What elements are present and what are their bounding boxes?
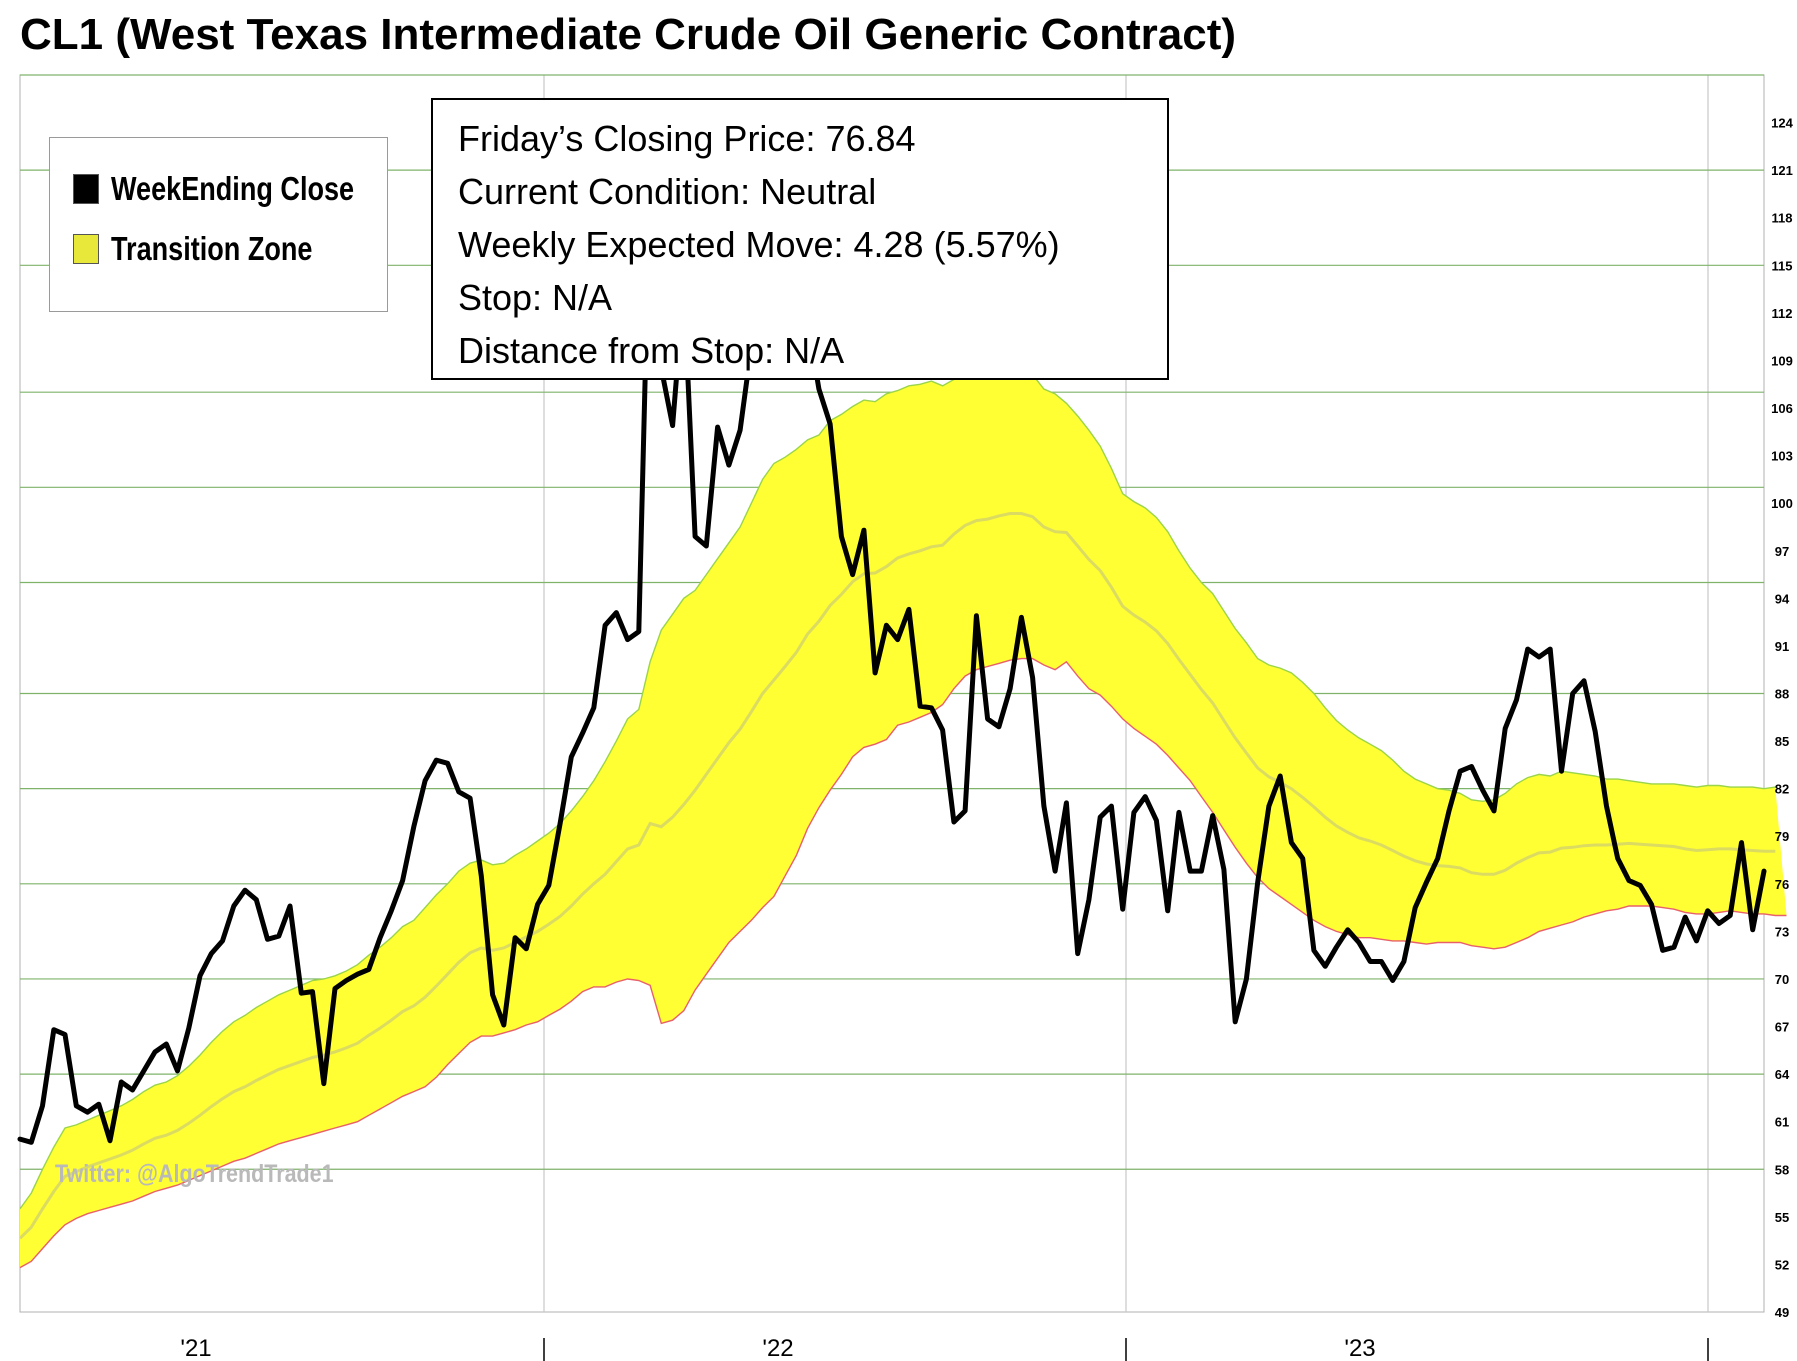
legend-label-close: WeekEnding Close [111, 170, 355, 207]
horizontal-gridlines [20, 74, 1764, 1170]
x-tick-label: '23 [1344, 1335, 1375, 1361]
zone-upper-edge [19, 366, 1776, 1210]
legend-label-zone: Transition Zone [111, 230, 313, 267]
watermark: Twitter: @AlgoTrendTrade1 [55, 1160, 334, 1188]
expected-move-text: Weekly Expected Move: 4.28 (5.57%) [458, 224, 1060, 265]
y-tick-label: 82 [1775, 782, 1789, 797]
distance-from-stop-text: Distance from Stop: N/A [458, 330, 845, 371]
y-tick-label: 67 [1775, 1020, 1789, 1035]
stop-text: Stop: N/A [458, 277, 613, 318]
x-axis: '21 '22 '23 [180, 1335, 1709, 1361]
y-tick-label: 94 [1775, 591, 1790, 606]
y-tick-label: 58 [1775, 1162, 1789, 1177]
zone-lower-edge [19, 657, 1787, 1269]
legend-swatch-close [73, 174, 99, 204]
y-axis: 49 52 55 58 61 64 67 70 73 76 79 82 85 88 91 94 97 100 103… [1771, 116, 1793, 1320]
legend-swatch-zone [73, 234, 99, 264]
y-tick-label: 70 [1775, 972, 1789, 987]
closing-price-text: Friday’s Closing Price: 76.84 [458, 118, 916, 159]
y-tick-label: 100 [1771, 496, 1793, 511]
weekending-close-line [17, 177, 1767, 1145]
transition-zone [18, 366, 1787, 1269]
x-tick-label: '21 [180, 1335, 211, 1361]
y-tick-label: 76 [1775, 877, 1789, 892]
y-tick-label: 55 [1775, 1210, 1789, 1225]
y-tick-label: 79 [1775, 829, 1789, 844]
current-condition-text: Current Condition: Neutral [458, 171, 877, 212]
y-tick-label: 118 [1772, 211, 1793, 226]
y-tick-label: 106 [1771, 401, 1793, 416]
y-tick-label: 52 [1775, 1257, 1789, 1272]
transition-zone-band [20, 366, 1787, 1268]
y-tick-label: 124 [1771, 116, 1793, 131]
y-tick-label: 61 [1775, 1115, 1789, 1130]
y-tick-label: 88 [1775, 687, 1789, 702]
y-tick-label: 115 [1772, 258, 1793, 273]
y-tick-label: 97 [1775, 544, 1789, 559]
y-tick-label: 64 [1775, 1067, 1790, 1082]
y-tick-label: 121 [1771, 163, 1793, 178]
y-tick-label: 103 [1771, 449, 1793, 464]
chart-title: CL1 (West Texas Intermediate Crude Oil G… [20, 10, 1237, 59]
y-tick-label: 91 [1775, 639, 1789, 654]
y-tick-label: 109 [1771, 353, 1793, 368]
info-box: Friday’s Closing Price: 76.84 Current Co… [431, 98, 1169, 380]
legend-item-close: WeekEnding Close [73, 170, 407, 208]
legend-item-zone: Transition Zone [73, 230, 357, 268]
weekending-close-series [17, 177, 1767, 1145]
y-tick-label: 49 [1775, 1305, 1789, 1320]
y-tick-label: 112 [1772, 306, 1793, 321]
y-tick-label: 73 [1775, 924, 1789, 939]
legend: WeekEnding Close Transition Zone [49, 137, 388, 312]
zone-midline [18, 512, 1776, 1240]
x-tick-label: '22 [762, 1335, 793, 1361]
y-tick-label: 85 [1775, 734, 1789, 749]
